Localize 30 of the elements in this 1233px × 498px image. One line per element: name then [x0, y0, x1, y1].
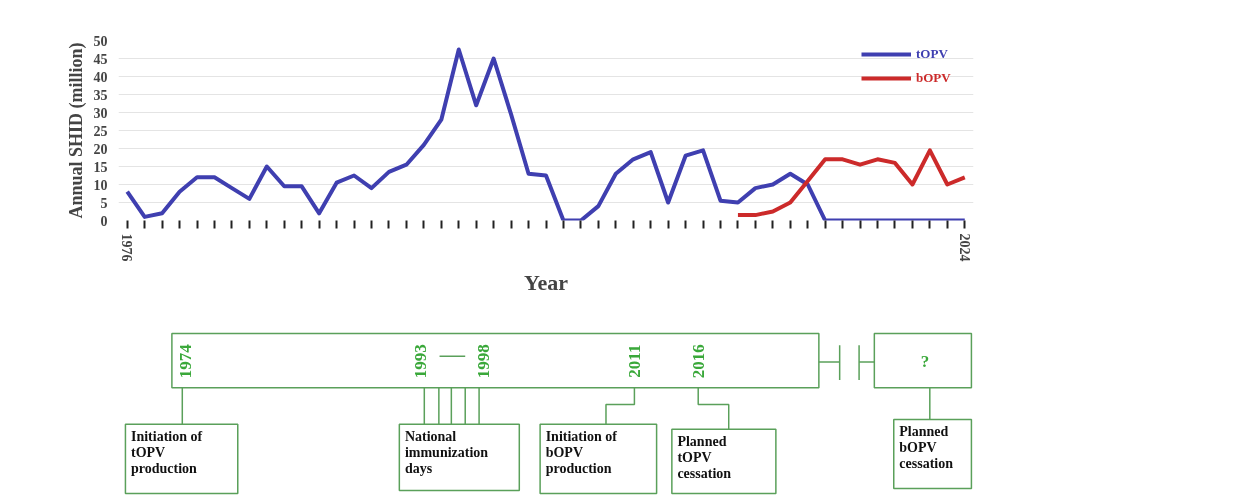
x-tick-label: 2024	[956, 233, 972, 262]
y-axis-title: Annual SHID (million)	[65, 42, 87, 219]
y-tick-label: 5	[100, 195, 108, 211]
text: 2011	[624, 344, 644, 378]
y-tick-label: 45	[93, 51, 108, 67]
y-tick-label: 30	[93, 105, 108, 121]
text: National immunization days	[404, 429, 489, 476]
line-series	[125, 47, 967, 221]
y-tick-label: 0	[100, 213, 108, 229]
text: 2016	[688, 344, 708, 379]
y-tick-label: 35	[93, 87, 108, 103]
line-series	[735, 148, 967, 218]
y-tick-label: 25	[93, 123, 108, 139]
y-tick-label: 40	[93, 69, 108, 85]
text: Planned bOPV cessation	[899, 424, 954, 471]
text: Initiation of tOPV production	[130, 429, 203, 476]
text: Planned tOPV cessation	[677, 434, 732, 481]
x-axis-title: Year	[524, 269, 569, 295]
y-tick-label: 20	[93, 141, 108, 157]
y-tick-label: 15	[93, 159, 108, 175]
legend-label: tOPV	[916, 46, 948, 62]
legend-label: bOPV	[916, 70, 951, 86]
y-tick-label: 50	[93, 33, 108, 49]
y-tick-label: 10	[93, 177, 108, 193]
text: ?	[920, 351, 930, 371]
text: 1993	[411, 344, 431, 379]
x-tick-label: 1976	[119, 233, 135, 262]
text: 1998	[474, 344, 494, 379]
text: 1974	[176, 343, 196, 379]
text: Initiation of bOPV production	[545, 429, 618, 476]
